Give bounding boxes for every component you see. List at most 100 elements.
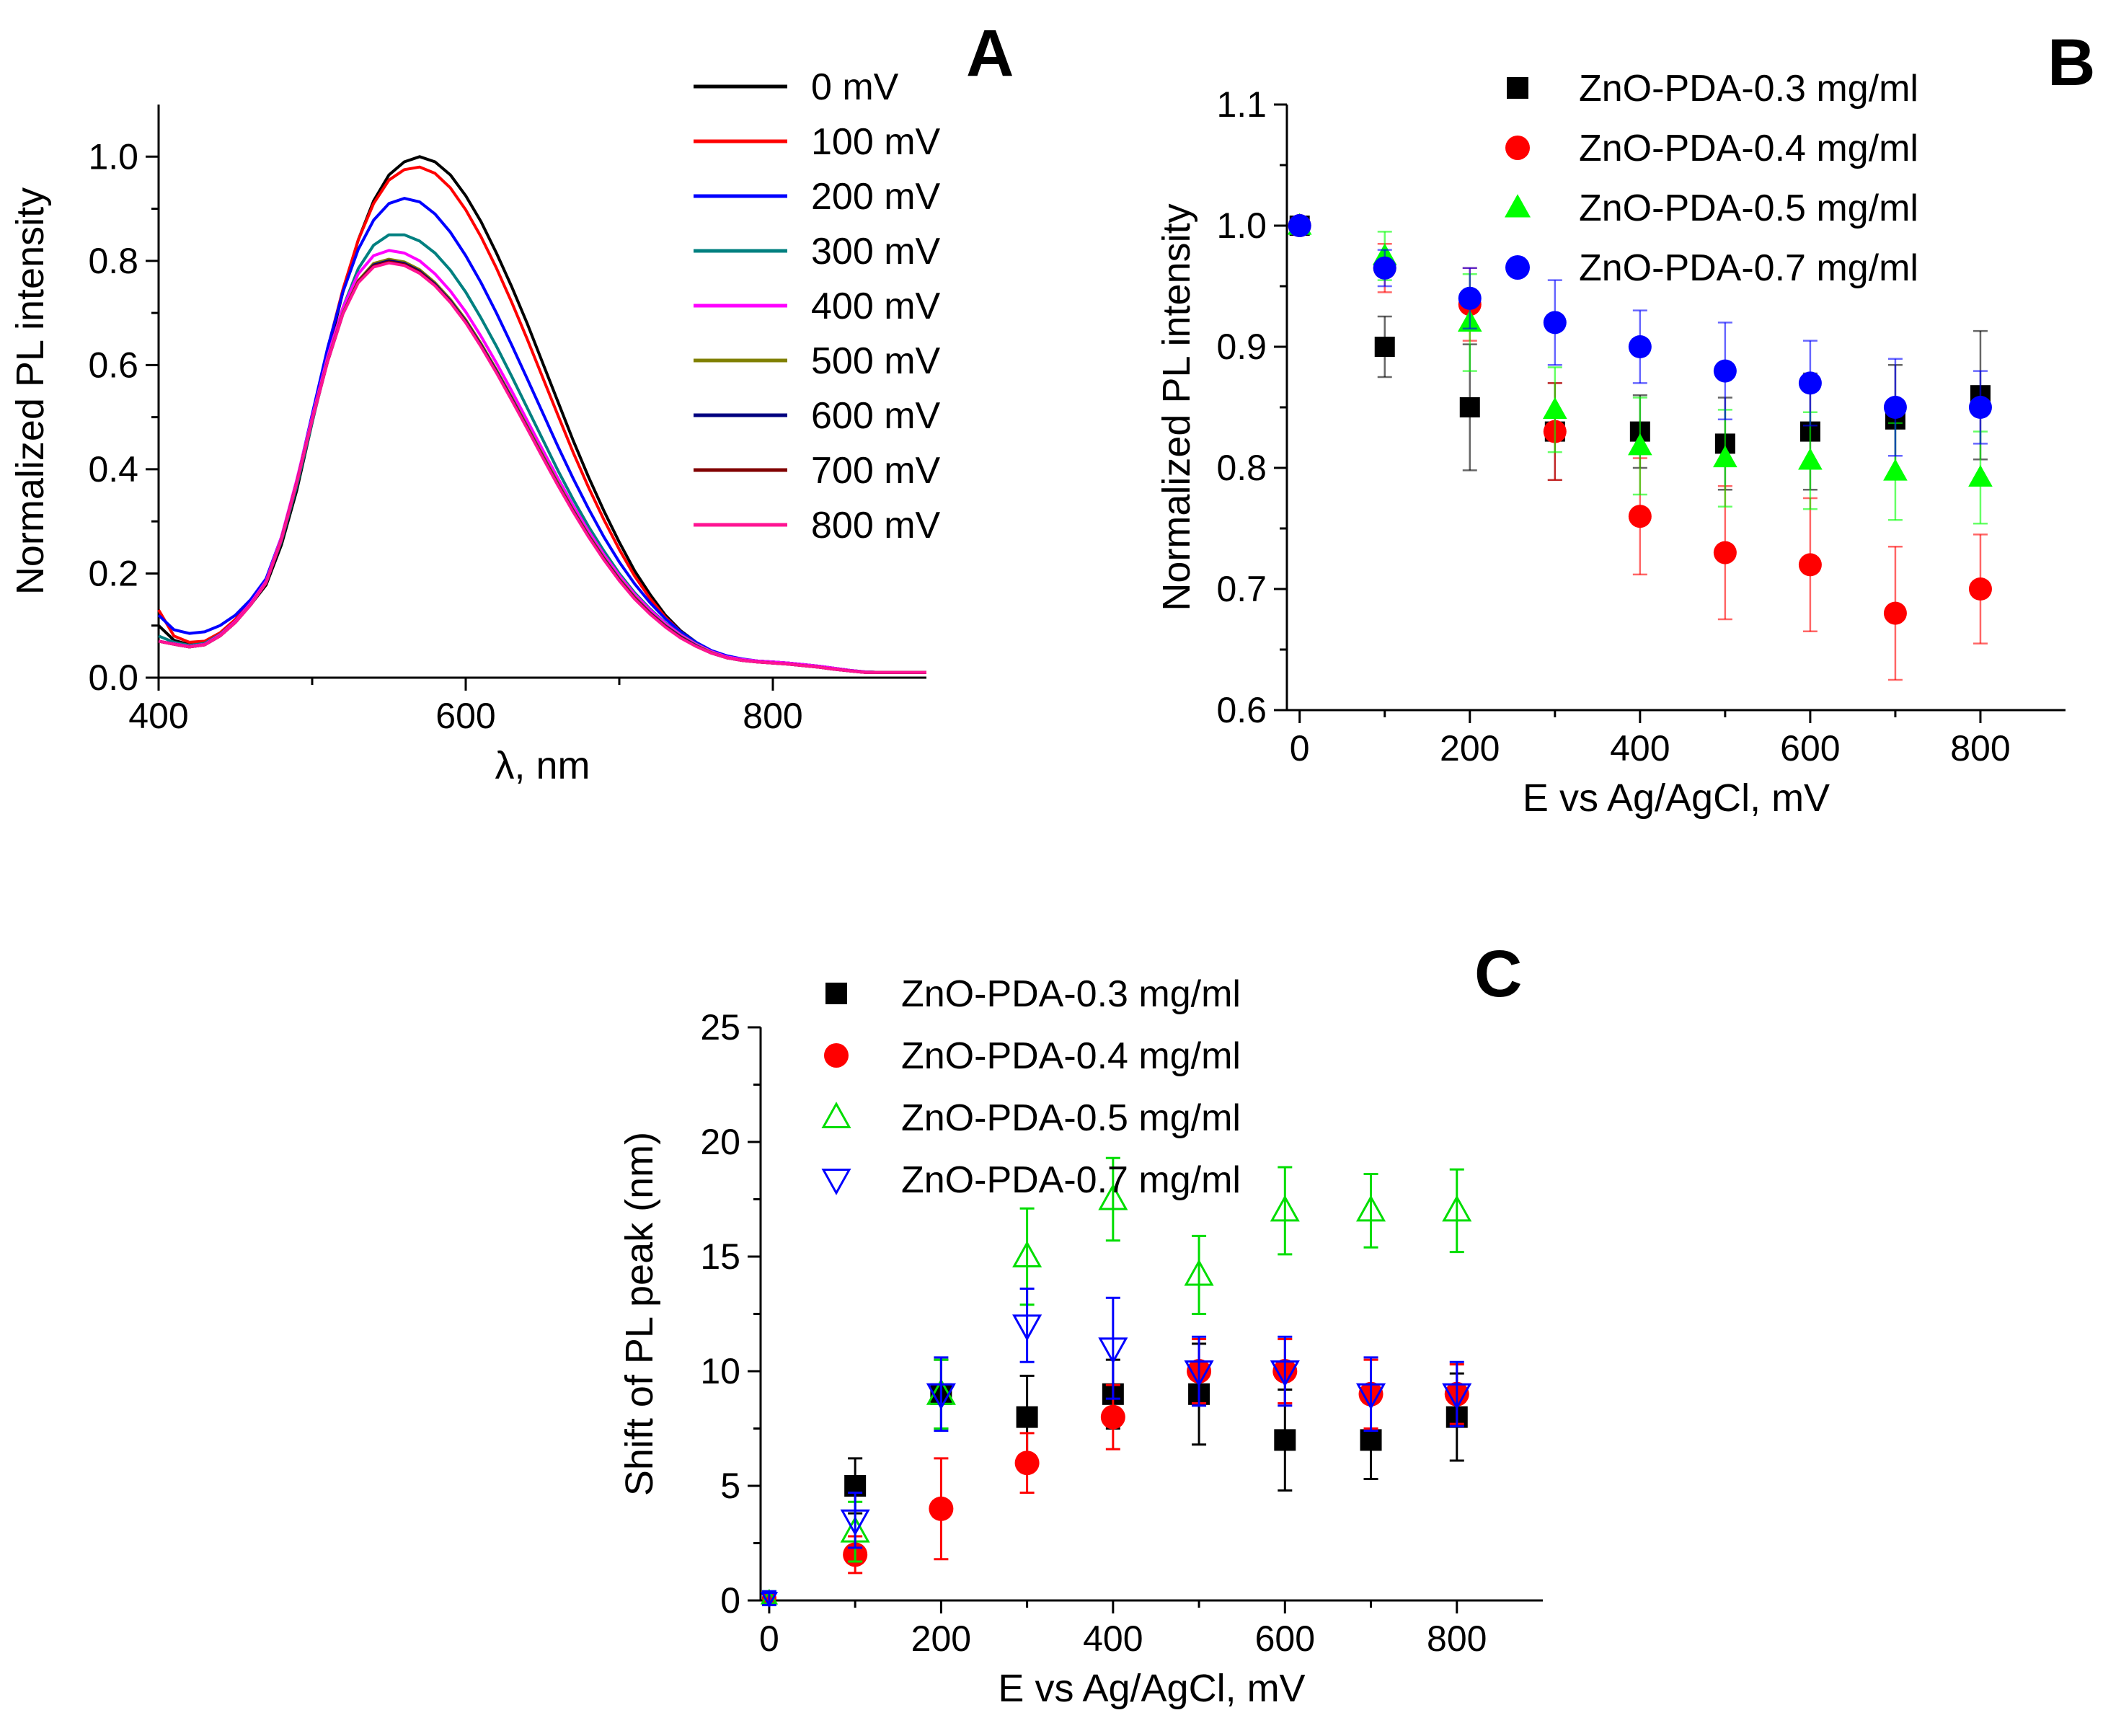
legend-marker-zno-pda-0-4-mg-ml (824, 1043, 849, 1068)
panel-b-x-tick-label: 400 (1610, 728, 1670, 769)
legend-label-300-mv: 300 mV (811, 231, 941, 273)
legend-label-800-mv: 800 mV (811, 505, 941, 546)
panel-a: 400 600 800 0.0 0.2 0.4 0.6 0.8 1.0 λ, nm Normaliz… (9, 17, 1014, 787)
data-point-zno-pda-0-5-mg-ml (1883, 459, 1908, 481)
data-point-zno-pda-0-7-mg-ml (1288, 214, 1311, 237)
panel-c-y-tick-label: 5 (720, 1466, 740, 1506)
legend-label-zno-pda-0-5-mg-ml: ZnO-PDA-0.5 mg/ml (1579, 187, 1918, 229)
panel-b-y-tick-label: 0.6 (1216, 690, 1267, 730)
legend-label-zno-pda-0-7-mg-ml: ZnO-PDA-0.7 mg/ml (1579, 247, 1918, 289)
panel-a-x-tick-label: 600 (435, 696, 495, 736)
data-point-zno-pda-0-3-mg-ml (1360, 1429, 1382, 1451)
legend-label-700-mv: 700 mV (811, 450, 941, 492)
data-point-zno-pda-0-4-mg-ml (1883, 601, 1907, 625)
data-point-zno-pda-0-5-mg-ml (1543, 397, 1567, 419)
data-point-zno-pda-0-7-mg-ml (1628, 335, 1652, 358)
panel-c-y-tick-label: 20 (700, 1122, 740, 1162)
data-point-zno-pda-0-7-mg-ml (1355, 1383, 1386, 1410)
panel-c-x-tick-label: 400 (1083, 1618, 1143, 1659)
data-point-zno-pda-0-4-mg-ml (1628, 505, 1652, 528)
data-point-zno-pda-0-7-mg-ml (1798, 371, 1822, 395)
panel-c-y-tick-label: 0 (720, 1580, 740, 1621)
data-point-zno-pda-0-4-mg-ml (1798, 553, 1822, 577)
panel-c-y-tick-label: 10 (700, 1351, 740, 1391)
panel-a-label: A (966, 17, 1014, 90)
panel-c-x-tick-label: 200 (911, 1618, 971, 1659)
panel-a-legend: 0 mV 100 mV 200 mV 300 mV 400 mV 500 mV 600 mV… (694, 66, 941, 546)
data-point-zno-pda-0-5-mg-ml (1098, 1183, 1128, 1210)
panel-a-y-tick-label: 0.4 (88, 449, 138, 490)
panel-b-y-tick-label: 0.9 (1216, 327, 1267, 367)
data-point-zno-pda-0-7-mg-ml (1270, 1360, 1300, 1387)
panel-b-x-axis-label: E vs Ag/AgCl, mV (1523, 776, 1830, 820)
legend-label-zno-pda-0-4-mg-ml: ZnO-PDA-0.4 mg/ml (1579, 128, 1918, 169)
data-point-zno-pda-0-7-mg-ml (1883, 396, 1907, 419)
legend-label-zno-pda-0-7-mg-ml: ZnO-PDA-0.7 mg/ml (901, 1159, 1241, 1201)
data-point-zno-pda-0-3-mg-ml (1016, 1406, 1038, 1428)
panel-c-x-tick-label: 800 (1427, 1618, 1487, 1659)
data-point-zno-pda-0-5-mg-ml (1628, 433, 1652, 456)
panel-b-y-axis-label: Normalized PL intensity (1155, 203, 1198, 611)
data-point-zno-pda-0-4-mg-ml (1968, 577, 1992, 601)
legend-label-0-mv: 0 mV (811, 66, 899, 108)
panel-c-y-axis-label: Shift of PL peak (nm) (618, 1132, 661, 1496)
panel-a-y-tick-label: 0.8 (88, 241, 138, 281)
panel-b-x-tick-label: 200 (1440, 728, 1500, 769)
legend-label-zno-pda-0-5-mg-ml: ZnO-PDA-0.5 mg/ml (901, 1097, 1241, 1139)
data-point-zno-pda-0-7-mg-ml (760, 1592, 779, 1608)
data-point-zno-pda-0-5-mg-ml (1270, 1195, 1300, 1222)
data-point-zno-pda-0-5-mg-ml (1184, 1259, 1214, 1286)
data-point-zno-pda-0-7-mg-ml (840, 1509, 870, 1536)
data-point-zno-pda-0-5-mg-ml (1442, 1195, 1472, 1222)
legend-marker-zno-pda-0-7-mg-ml (821, 1169, 851, 1195)
panel-b-label: B (2047, 26, 2095, 99)
data-point-zno-pda-0-5-mg-ml (1798, 448, 1823, 470)
legend-label-400-mv: 400 mV (811, 285, 941, 327)
panel-b-y-tick-label: 1.1 (1216, 84, 1267, 125)
data-point-zno-pda-0-3-mg-ml (1274, 1429, 1296, 1451)
panel-a-y-tick-label: 0.0 (88, 657, 138, 698)
data-point-zno-pda-0-5-mg-ml (1713, 446, 1737, 468)
panel-c-y-tick-label: 25 (700, 1007, 740, 1048)
data-point-zno-pda-0-7-mg-ml (1543, 311, 1567, 335)
data-point-zno-pda-0-3-mg-ml (1374, 337, 1395, 357)
panel-b-legend: ZnO-PDA-0.3 mg/ml ZnO-PDA-0.4 mg/ml ZnO-PD… (1505, 68, 1918, 289)
data-point-zno-pda-0-4-mg-ml (1100, 1404, 1125, 1430)
panel-c-x-tick-label: 0 (759, 1618, 779, 1659)
panel-c-x-tick-label: 600 (1255, 1618, 1315, 1659)
panel-a-y-tick-label: 0.6 (88, 345, 138, 385)
panel-b-x-tick-label: 0 (1290, 728, 1310, 769)
data-point-zno-pda-0-5-mg-ml (1355, 1195, 1386, 1222)
data-point-zno-pda-0-7-mg-ml (926, 1383, 956, 1410)
data-point-zno-pda-0-7-mg-ml (1184, 1360, 1214, 1387)
panel-c-plot-area: 0 200 400 600 800 0 5 10 15 20 25 E vs Ag/AgCl, mV S… (618, 1007, 1543, 1710)
data-point-zno-pda-0-4-mg-ml (1713, 541, 1737, 564)
legend-label-500-mv: 500 mV (811, 340, 941, 382)
panel-c-label: C (1474, 937, 1522, 1011)
panel-a-y-tick-label: 0.2 (88, 553, 138, 593)
panel-b: 0 200 400 600 800 0.6 0.7 0.8 0.9 1.0 1.1 E vs Ag/A… (1155, 26, 2095, 820)
data-point-zno-pda-0-7-mg-ml (1442, 1383, 1472, 1410)
legend-marker-zno-pda-0-5-mg-ml (1505, 194, 1531, 218)
legend-marker-zno-pda-0-5-mg-ml (821, 1102, 851, 1128)
legend-label-zno-pda-0-3-mg-ml: ZnO-PDA-0.3 mg/ml (901, 973, 1241, 1015)
panel-b-x-tick-label: 800 (1950, 728, 2010, 769)
panel-a-x-axis-label: λ, nm (495, 744, 590, 787)
legend-label-600-mv: 600 mV (811, 395, 941, 437)
legend-marker-zno-pda-0-3-mg-ml (825, 983, 847, 1004)
data-point-zno-pda-0-4-mg-ml (1014, 1451, 1040, 1476)
panel-c: 0 200 400 600 800 0 5 10 15 20 25 E vs Ag/AgCl, mV S… (618, 937, 1543, 1710)
data-point-zno-pda-0-3-mg-ml (1459, 397, 1480, 417)
panel-b-y-tick-label: 0.7 (1216, 569, 1267, 609)
data-point-zno-pda-0-7-mg-ml (1458, 286, 1482, 310)
legend-label-zno-pda-0-3-mg-ml: ZnO-PDA-0.3 mg/ml (1579, 68, 1918, 110)
panel-b-y-tick-label: 1.0 (1216, 205, 1267, 246)
panel-a-plot-area: 400 600 800 0.0 0.2 0.4 0.6 0.8 1.0 λ, nm Normaliz… (9, 105, 926, 787)
legend-marker-zno-pda-0-7-mg-ml (1505, 255, 1530, 280)
legend-marker-zno-pda-0-3-mg-ml (1507, 77, 1528, 99)
data-point-zno-pda-0-7-mg-ml (1373, 256, 1396, 280)
panel-b-y-tick-label: 0.8 (1216, 448, 1267, 488)
panel-a-y-tick-label: 1.0 (88, 136, 138, 177)
data-point-zno-pda-0-7-mg-ml (1968, 396, 1992, 419)
